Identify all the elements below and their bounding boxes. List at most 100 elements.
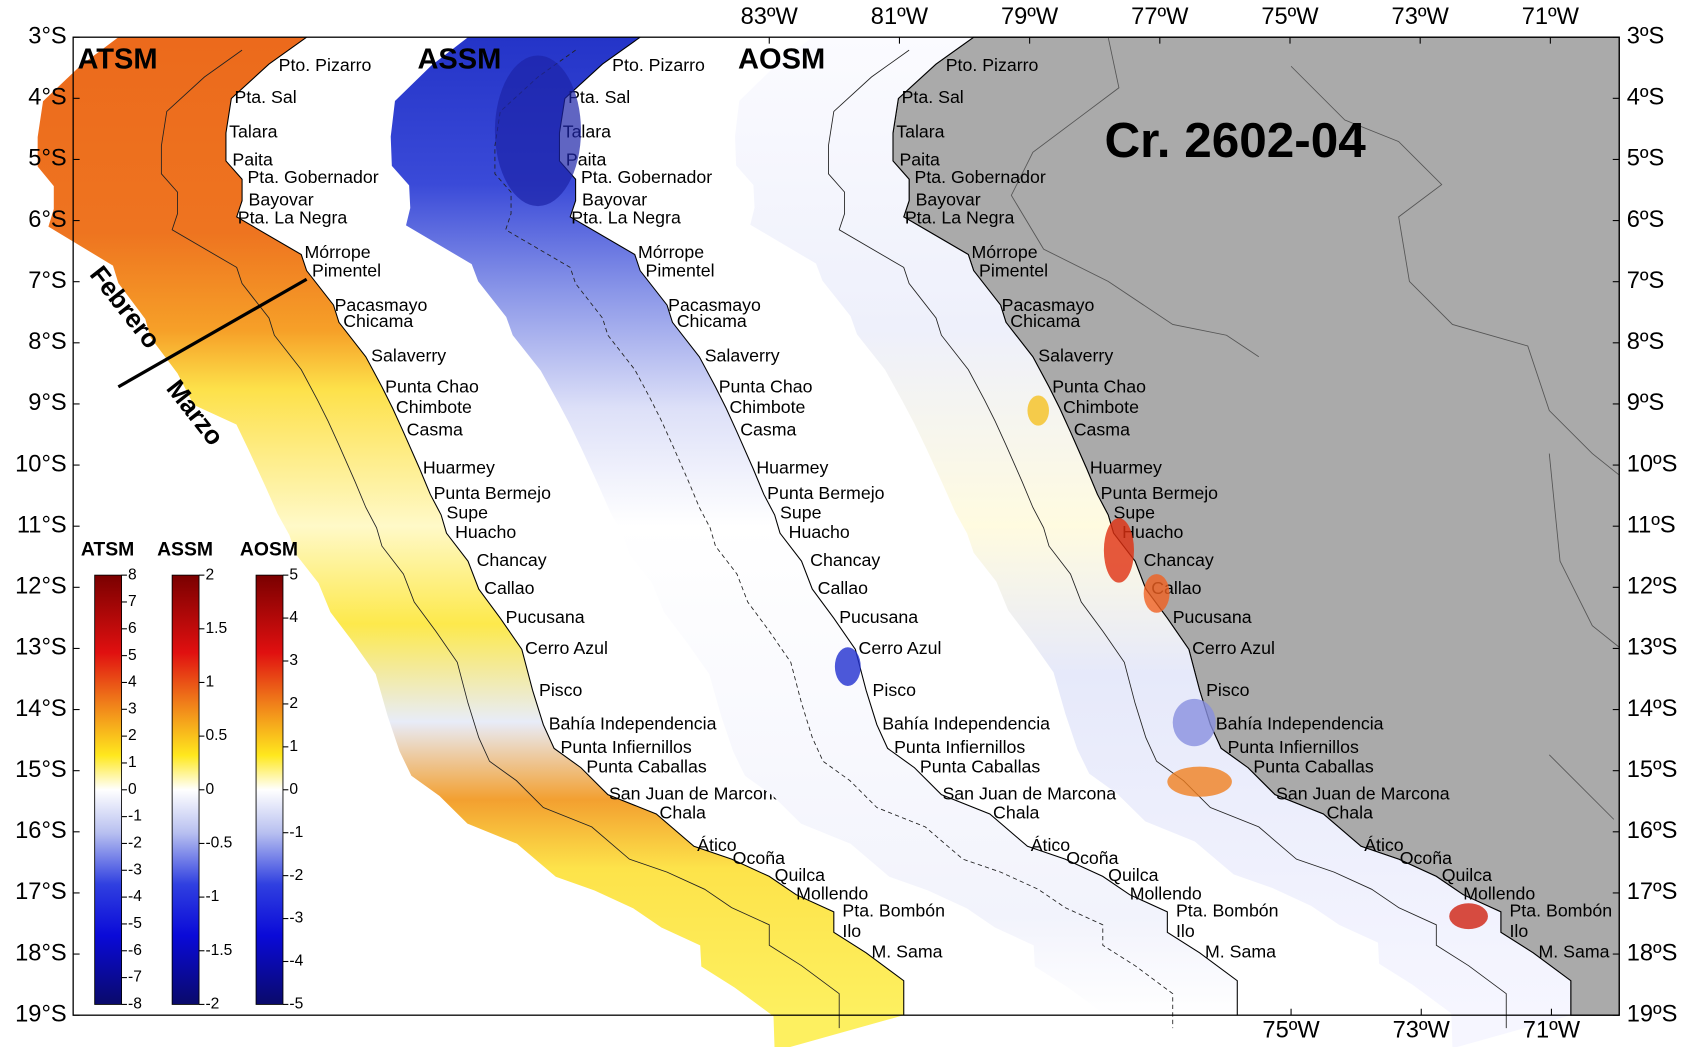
latitude-label: 7ºS [1627, 268, 1665, 294]
port-label: Cerro Azul [525, 638, 608, 658]
port-label: Salaverry [371, 345, 446, 365]
latitude-label: 12ºS [1627, 574, 1678, 600]
port-label: Punta Caballas [920, 756, 1041, 776]
port-label: Punta Bermejo [1101, 483, 1219, 503]
latitude-label: 13°S [15, 635, 67, 661]
port-label: Huacho [789, 522, 850, 542]
port-label: Punta Infiernillos [561, 737, 692, 757]
port-label: Quilca [1442, 865, 1492, 885]
port-label: Pto. Pizarro [946, 55, 1039, 75]
latitude-label: 9ºS [1627, 390, 1665, 416]
latitude-label: 15ºS [1627, 757, 1678, 783]
port-label: Pacasmayo [668, 295, 761, 315]
port-label: Huacho [455, 522, 516, 542]
colorbar-tick-label: -5 [289, 996, 303, 1013]
colorbar-tick-label: -6 [128, 942, 142, 959]
port-label: Quilca [775, 865, 825, 885]
port-label: Bahía Independencia [549, 713, 717, 733]
port-label: Cerro Azul [859, 638, 942, 658]
port-label: Pta. Bombón [1509, 901, 1612, 921]
latitude-label: 10ºS [1627, 451, 1678, 477]
port-label: Pta. La Negra [238, 208, 348, 228]
colorbar-tick-label: 1.5 [205, 620, 227, 637]
port-label: San Juan de Marcona [609, 783, 783, 803]
port-label: Pacasmayo [1002, 295, 1095, 315]
port-label: Pta. La Negra [905, 208, 1015, 228]
port-label: Talara [896, 122, 944, 142]
colorbar-title: ATSM [81, 539, 134, 561]
latitude-label: 17°S [15, 879, 67, 905]
port-label: Supe [1114, 503, 1156, 523]
colorbar-tick-label: 1 [289, 738, 298, 755]
port-label: Ocoña [733, 848, 785, 868]
latitude-label: 16°S [15, 818, 67, 844]
port-label: Mórrope [972, 242, 1038, 262]
port-label: Quilca [1108, 865, 1158, 885]
latitude-label: 7°S [28, 268, 66, 294]
port-label: Chicama [343, 311, 413, 331]
port-label: Mórrope [638, 242, 704, 262]
port-label: San Juan de Marcona [1276, 783, 1450, 803]
longitude-label: 79ºW [1001, 4, 1059, 30]
colorbar-tick-label: 2 [128, 727, 137, 744]
latitude-label: 19°S [15, 1001, 67, 1027]
colorbar-tick-label: -1 [128, 808, 142, 825]
port-label: Callao [818, 578, 868, 598]
port-label: Chala [993, 803, 1040, 823]
colorbar-tick-label: -2 [205, 996, 219, 1013]
latitude-label: 9°S [28, 390, 66, 416]
latitude-label: 12°S [15, 574, 67, 600]
port-label: Chala [660, 803, 707, 823]
port-label: Supe [780, 503, 822, 523]
colorbar-tick-label: -2 [128, 835, 142, 852]
port-label: Callao [484, 578, 534, 598]
anomaly-field [37, 37, 904, 1047]
port-label: Pta. Sal [235, 87, 297, 107]
colorbar-tick-label: 7 [128, 593, 137, 610]
port-label: Bayovar [582, 189, 647, 209]
port-label: Pisco [873, 680, 917, 700]
port-label: Ilo [842, 921, 861, 941]
port-label: Pta. Sal [568, 87, 630, 107]
longitude-label: 81ºW [871, 4, 929, 30]
port-label: Ilo [1509, 921, 1528, 941]
colorbar-title: AOSM [240, 539, 298, 561]
port-label: Chicama [677, 311, 747, 331]
longitude-label: 75ºW [1262, 1018, 1320, 1044]
longitude-label: 73ºW [1393, 1018, 1451, 1044]
colorbar-tick-label: -8 [128, 996, 142, 1013]
port-label: Huarmey [423, 457, 495, 477]
port-label: Bahía Independencia [882, 713, 1050, 733]
port-label: Mollendo [1463, 883, 1535, 903]
port-label: Chancay [810, 550, 880, 570]
port-label: Pto. Pizarro [612, 55, 705, 75]
panel-label: AOSM [738, 44, 825, 76]
anomaly-spot [834, 647, 861, 686]
coastline [558, 36, 1238, 1016]
latitude-label: 18°S [15, 940, 67, 966]
port-label: Punta Chao [1052, 377, 1146, 397]
port-label: Punta Chao [719, 377, 813, 397]
colorbar-tick-label: -1 [289, 824, 303, 841]
colorbar-tick-label: 0 [205, 781, 214, 798]
port-label: Pta. Gobernador [247, 167, 378, 187]
colorbar-tick-label: 5 [289, 566, 298, 583]
border-line [1010, 37, 1620, 820]
port-label: Chimbote [1063, 397, 1139, 417]
port-label: Pta. Bombón [842, 901, 945, 921]
colorbar [94, 574, 123, 1005]
port-label: Ocoña [1400, 848, 1452, 868]
port-label: Mollendo [796, 883, 868, 903]
colorbar-tick-label: 5 [128, 647, 137, 664]
anomaly-spot [1172, 698, 1216, 747]
port-label: San Juan de Marcona [942, 783, 1116, 803]
latitude-label: 18ºS [1627, 940, 1678, 966]
contour-line [494, 49, 1174, 1029]
latitude-label: 17ºS [1627, 879, 1678, 905]
port-label: M. Sama [1539, 941, 1610, 961]
map-title: Cr. 2602-04 [1104, 113, 1366, 168]
colorbar-tick-label: 3 [128, 700, 137, 717]
port-label: Pacasmayo [335, 295, 428, 315]
port-label: Pucusana [506, 607, 585, 627]
latitude-label: 11°S [17, 512, 67, 538]
